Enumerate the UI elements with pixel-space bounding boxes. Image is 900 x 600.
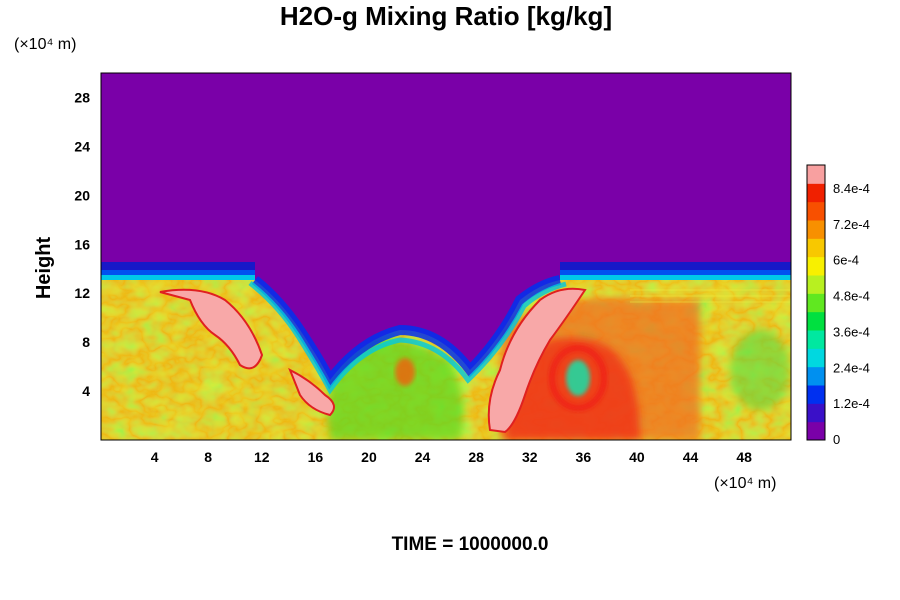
dry-intrusion-edge-cyan xyxy=(248,281,567,395)
dry-intrusion-edge xyxy=(251,275,562,390)
colorbar-tick-label: 2.4e-4 xyxy=(833,360,870,375)
colorbar-segment xyxy=(807,275,825,294)
y-tick-label: 28 xyxy=(74,89,90,105)
y-tick-label: 12 xyxy=(74,285,90,301)
y-tick-label: 8 xyxy=(82,334,90,350)
chart-title: H2O-g Mixing Ratio [kg/kg] xyxy=(280,1,612,31)
x-tick-label: 32 xyxy=(522,449,538,465)
colorbar-segment xyxy=(807,256,825,276)
plot-area xyxy=(101,73,791,440)
time-label: TIME = 1000000.0 xyxy=(392,534,549,555)
x-tick-label: 48 xyxy=(736,449,752,465)
colorbar-tick-label: 0 xyxy=(833,432,840,447)
y-tick-label: 24 xyxy=(74,138,90,154)
x-tick-label: 40 xyxy=(629,449,645,465)
colorbar-segment xyxy=(807,238,825,258)
x-tick-label: 24 xyxy=(415,449,431,465)
saturated-plume-left xyxy=(159,288,264,370)
colorbar-segment xyxy=(807,385,825,404)
colorbar-segment xyxy=(807,403,825,423)
colorbar-segment xyxy=(807,220,825,239)
y-axis-ticks: 4 8 12 16 20 24 28 xyxy=(74,89,90,399)
x-tick-label: 4 xyxy=(151,449,159,465)
colorbar-segment xyxy=(807,348,825,368)
x-tick-label: 28 xyxy=(468,449,484,465)
y-axis-unit: (×10⁴ m) xyxy=(14,36,76,53)
saturated-plume-right xyxy=(487,287,587,434)
wave-streaks xyxy=(630,289,790,303)
colorbar-frame xyxy=(806,164,826,441)
green-region-mid xyxy=(327,337,464,440)
vortex-core-right xyxy=(566,360,590,396)
colorbar-segment xyxy=(807,293,825,313)
y-tick-label: 4 xyxy=(82,383,90,399)
y-axis-label: Height xyxy=(33,237,55,300)
x-tick-label: 36 xyxy=(576,449,592,465)
x-tick-label: 20 xyxy=(361,449,377,465)
colorbar-segment xyxy=(807,201,825,221)
colorbar-tick-label: 3.6e-4 xyxy=(833,324,870,339)
x-tick-label: 16 xyxy=(308,449,324,465)
saturated-plume-mid xyxy=(288,367,335,417)
plot-frame xyxy=(100,72,792,441)
colorbar-tick-label: 7.2e-4 xyxy=(833,217,870,232)
colorbar-tick-label: 8.4e-4 xyxy=(833,181,870,196)
colorbar-tick-label: 4.8e-4 xyxy=(833,289,870,304)
x-tick-label: 8 xyxy=(204,449,212,465)
colorbar-segment xyxy=(807,421,825,441)
y-tick-label: 20 xyxy=(74,187,90,203)
colorbar-segment xyxy=(807,183,825,203)
green-patch-right xyxy=(730,330,790,410)
x-tick-label: 12 xyxy=(254,449,270,465)
orange-patch-mid xyxy=(395,358,415,386)
colorbar-segment xyxy=(807,311,825,331)
colorbar-segment xyxy=(807,330,825,349)
x-axis-ticks: 4 8 12 16 20 24 28 32 36 40 44 48 xyxy=(151,449,752,465)
colorbar-segment xyxy=(807,165,825,184)
x-tick-label: 44 xyxy=(683,449,699,465)
y-tick-label: 16 xyxy=(74,236,90,252)
colorbar-segment xyxy=(807,366,825,386)
vortex-ring-right xyxy=(549,345,607,411)
colorbar-tick-label: 1.2e-4 xyxy=(833,396,870,411)
x-axis-unit: (×10⁴ m) xyxy=(714,475,776,492)
colorbar-tick-label: 6e-4 xyxy=(833,253,859,268)
colorbar: 0 1.2e-4 2.4e-4 3.6e-4 4.8e-4 6e-4 7.2e-4 8.4e-… xyxy=(806,164,870,447)
